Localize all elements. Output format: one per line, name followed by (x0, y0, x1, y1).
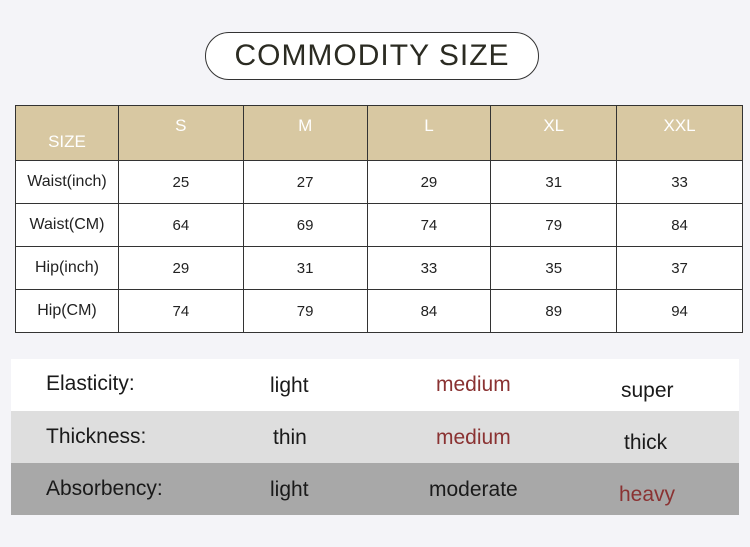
size-column-xl: XL (490, 105, 618, 161)
row-label: Hip(CM) (15, 289, 119, 333)
table-cell: 89 (490, 289, 618, 333)
size-column-m: M (242, 105, 368, 161)
table-cell: 29 (117, 246, 244, 290)
property-option: heavy (619, 483, 676, 506)
table-cell: 74 (366, 203, 492, 247)
page-title: COMMODITY SIZE (205, 32, 539, 80)
property-option: light (270, 374, 309, 397)
property-row-elasticity: Elasticity: light medium super (11, 359, 739, 411)
table-cell: 79 (490, 203, 618, 247)
property-label: Elasticity: (46, 372, 135, 395)
table-cell: 37 (616, 246, 743, 290)
property-label: Absorbency: (46, 477, 163, 500)
table-cell: 25 (117, 160, 244, 204)
size-column-xxl: XXL (616, 105, 743, 161)
row-label: Hip(inch) (15, 246, 119, 290)
table-cell: 31 (490, 160, 618, 204)
table-cell: 27 (242, 160, 368, 204)
property-row-thickness: Thickness: thin medium thick (11, 411, 739, 463)
table-cell: 69 (242, 203, 368, 247)
size-table: SIZE S M L XL XXL Waist(inch) 25 27 29 3… (15, 105, 743, 333)
table-row: Waist(CM) 64 69 74 79 84 (15, 203, 743, 247)
table-cell: 84 (366, 289, 492, 333)
table-row: Hip(CM) 74 79 84 89 94 (15, 289, 743, 333)
property-option: medium (436, 373, 511, 396)
table-cell: 29 (366, 160, 492, 204)
table-cell: 31 (242, 246, 368, 290)
table-cell: 35 (490, 246, 618, 290)
property-option: medium (436, 426, 511, 449)
size-table-header-row: SIZE S M L XL XXL (15, 105, 743, 161)
property-option: thin (273, 426, 307, 449)
table-cell: 64 (117, 203, 244, 247)
table-cell: 33 (366, 246, 492, 290)
property-option: thick (624, 431, 668, 454)
table-cell: 74 (117, 289, 244, 333)
table-cell: 94 (616, 289, 743, 333)
row-label: Waist(inch) (15, 160, 119, 204)
table-cell: 33 (616, 160, 743, 204)
property-option: light (270, 478, 309, 501)
table-row: Hip(inch) 29 31 33 35 37 (15, 246, 743, 290)
property-option: super (621, 379, 674, 402)
table-cell: 84 (616, 203, 743, 247)
size-column-l: L (366, 105, 492, 161)
property-label: Thickness: (46, 425, 147, 448)
size-column-s: S (117, 105, 244, 161)
row-label: Waist(CM) (15, 203, 119, 247)
table-row: Waist(inch) 25 27 29 31 33 (15, 160, 743, 204)
property-row-absorbency: Absorbency: light moderate heavy (11, 463, 739, 515)
size-header-cell: SIZE (15, 105, 119, 161)
table-cell: 79 (242, 289, 368, 333)
property-option: moderate (429, 478, 518, 501)
